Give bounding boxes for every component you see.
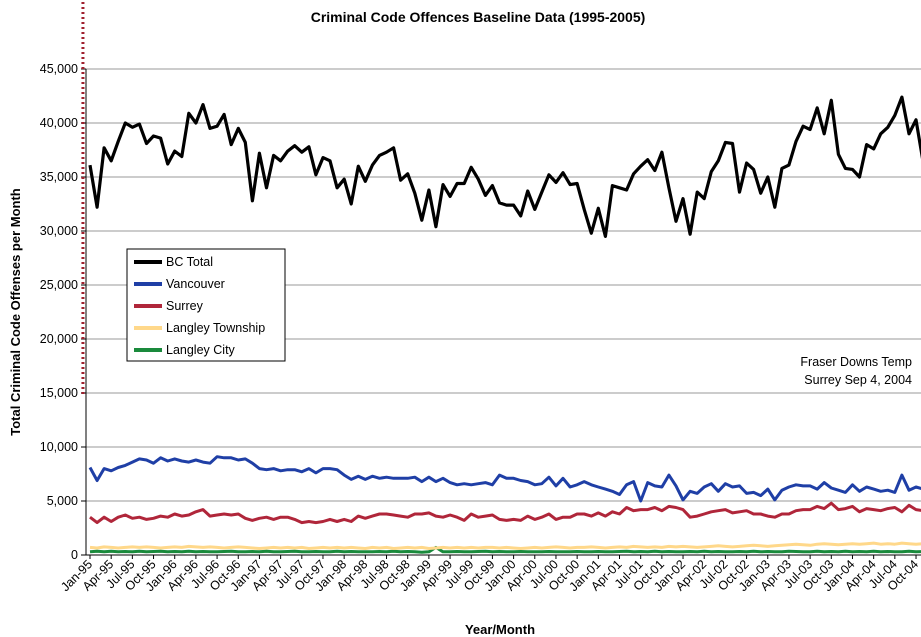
y-tick-label: 5,000 — [47, 494, 78, 508]
legend-label: Vancouver — [166, 277, 225, 291]
y-tick-label: 25,000 — [40, 278, 78, 292]
annotation-line1: Fraser Downs Temp — [800, 355, 912, 369]
y-tick-label: 45,000 — [40, 62, 78, 76]
x-axis-label: Year/Month — [465, 622, 535, 637]
y-tick-label: 40,000 — [40, 116, 78, 130]
series-line-surrey — [90, 503, 921, 522]
y-tick-label: 35,000 — [40, 170, 78, 184]
series-line-bc-total — [90, 97, 921, 236]
x-axis-ticks: Jan-95Apr-95Jul-95Oct-95Jan-96Apr-96Jul-… — [58, 555, 921, 594]
legend: BC Total Vancouver Surrey Langley Township L… — [127, 249, 285, 361]
chart-title: Criminal Code Offences Baseline Data (19… — [311, 9, 646, 25]
y-tick-label: 30,000 — [40, 224, 78, 238]
y-tick-label: 10,000 — [40, 440, 78, 454]
legend-label: Surrey — [166, 299, 204, 313]
y-tick-label: 15,000 — [40, 386, 78, 400]
y-tick-label: 20,000 — [40, 332, 78, 346]
series-line-langley-township — [90, 543, 921, 548]
y-axis-ticks: 0 5,000 10,000 15,000 20,000 25,000 30,000 35,0… — [40, 62, 86, 562]
legend-label: Langley City — [166, 343, 236, 357]
series-line-vancouver — [90, 457, 921, 501]
y-axis-label: Total Criminal Code Offenses per Month — [8, 188, 23, 436]
legend-label: Langley Township — [166, 321, 265, 335]
annotation-line2: Surrey Sep 4, 2004 — [804, 373, 912, 387]
legend-label: BC Total — [166, 255, 213, 269]
y-tick-label: 0 — [71, 548, 78, 562]
